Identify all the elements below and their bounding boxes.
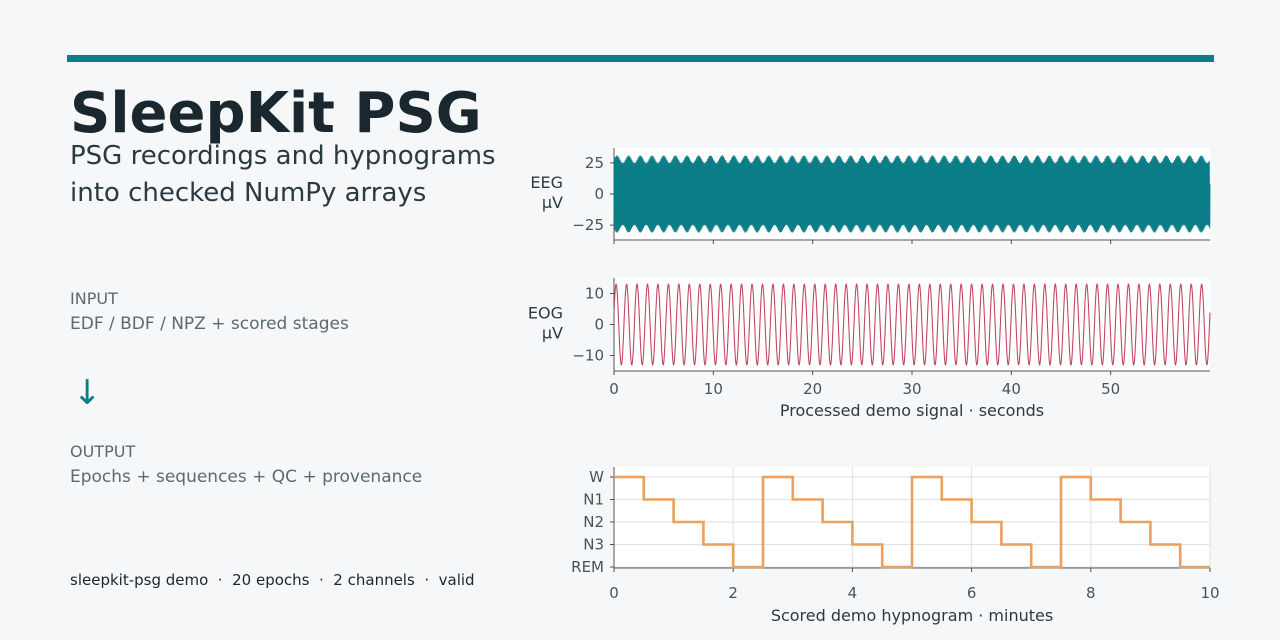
y-tick-label: N3 <box>583 536 604 554</box>
status-footer: sleepkit-psg demo · 20 epochs · 2 channe… <box>70 571 475 589</box>
y-tick-label: REM <box>571 558 604 576</box>
y-axis-label: µV <box>542 193 563 212</box>
y-axis-label: EOG <box>528 304 563 323</box>
y-tick-label: 25 <box>585 154 604 172</box>
x-tick-label: 10 <box>704 380 723 398</box>
x-tick-label: 0 <box>609 584 619 602</box>
y-tick-label: −25 <box>572 216 604 234</box>
page-title: SleepKit PSG <box>70 81 482 146</box>
x-tick-label: 2 <box>728 584 738 602</box>
subtitle-line-2: into checked NumPy arrays <box>70 178 427 208</box>
x-tick-label: 30 <box>902 380 921 398</box>
arrow-down-icon: ↓ <box>73 373 102 413</box>
subtitle-line-1: PSG recordings and hypnograms <box>70 141 496 171</box>
x-tick-label: 0 <box>609 380 619 398</box>
y-tick-label: 0 <box>594 185 604 203</box>
accent-bar <box>67 55 1214 62</box>
x-tick-label: 8 <box>1086 584 1096 602</box>
x-tick-label: 40 <box>1002 380 1021 398</box>
x-tick-label: 50 <box>1101 380 1120 398</box>
output-contents: Epochs + sequences + QC + provenance <box>70 467 423 487</box>
y-tick-label: −10 <box>572 347 604 365</box>
x-tick-label: 20 <box>803 380 822 398</box>
series-line-eog <box>613 283 1211 366</box>
y-axis-label: EEG <box>530 173 563 192</box>
y-tick-label: 10 <box>585 285 604 303</box>
output-label: OUTPUT <box>70 442 136 461</box>
x-tick-label: 10 <box>1200 584 1219 602</box>
y-axis-label: µV <box>542 324 563 343</box>
x-tick-label: 6 <box>967 584 977 602</box>
x-tick-label: 4 <box>848 584 858 602</box>
y-tick-label: N1 <box>583 491 604 509</box>
y-tick-label: 0 <box>594 316 604 334</box>
series-line-eeg <box>613 155 1211 233</box>
hypnogram-step-line <box>614 475 1210 569</box>
input-formats: EDF / BDF / NPZ + scored stages <box>70 314 349 334</box>
x-axis-label: Scored demo hypnogram · minutes <box>771 606 1053 625</box>
page-subtitle: PSG recordings and hypnograms into check… <box>70 138 550 212</box>
y-tick-label: W <box>589 468 604 486</box>
x-axis-label: Processed demo signal · seconds <box>780 401 1044 420</box>
y-tick-label: N2 <box>583 513 604 531</box>
input-label: INPUT <box>70 289 118 308</box>
